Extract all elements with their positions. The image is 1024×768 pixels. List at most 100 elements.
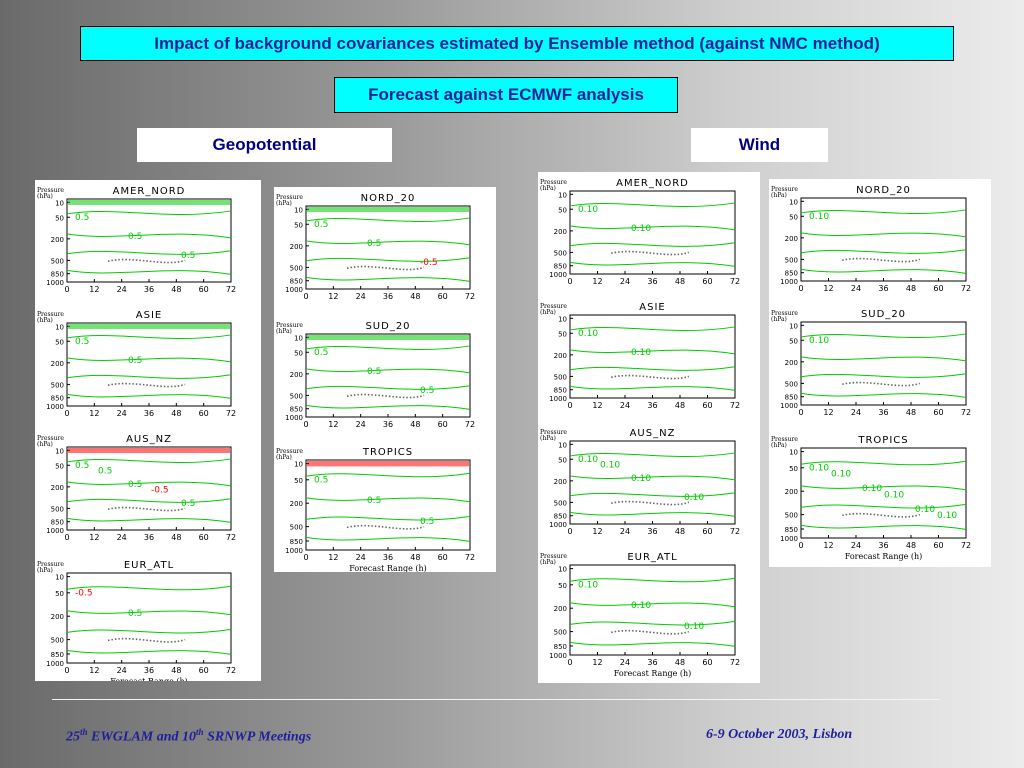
plot-title: ASIE — [639, 302, 665, 313]
negative-contour — [107, 506, 186, 512]
top-contour-band — [68, 324, 230, 329]
contour-line — [305, 276, 471, 282]
x-tick-label: 36 — [878, 408, 888, 417]
x-tick-label: 36 — [647, 401, 657, 410]
contour-line — [569, 366, 736, 371]
plot-title: TROPICS — [857, 435, 908, 446]
x-tick-label: 24 — [356, 420, 366, 429]
x-tick-label: 72 — [961, 541, 971, 550]
y-tick-label: 50 — [789, 337, 798, 345]
y-tick-label: 1000 — [46, 660, 64, 668]
x-tick-label: 48 — [410, 420, 420, 429]
y-axis-label: Pressure — [37, 561, 64, 568]
contour-line — [569, 602, 736, 608]
y-tick-label: 850 — [554, 263, 567, 271]
x-tick-label: 0 — [64, 409, 69, 418]
x-tick-label: 36 — [383, 553, 393, 562]
negative-contour — [107, 637, 186, 643]
x-tick-label: 60 — [199, 533, 209, 542]
y-tick-label: 50 — [55, 214, 64, 222]
y-tick-label: 500 — [554, 499, 567, 507]
x-tick-label: 48 — [171, 666, 181, 675]
contour-line — [800, 333, 967, 338]
y-axis-unit: (hPa) — [276, 200, 292, 207]
x-tick-label: 12 — [89, 285, 99, 294]
footer-meeting: 25th EWGLAM and 10th SRNWP Meetings — [66, 727, 312, 745]
contour-line — [305, 404, 471, 410]
contour-label: 0.5 — [75, 337, 89, 347]
x-tick-label: 60 — [438, 553, 448, 562]
contour-line — [569, 349, 736, 355]
x-tick-label: 0 — [303, 292, 308, 301]
x-tick-label: 36 — [878, 541, 888, 550]
contour-label: 0.5 — [367, 239, 381, 249]
contour-label: 0.10 — [915, 505, 935, 515]
x-tick-label: 48 — [675, 401, 685, 410]
top-contour-band — [307, 207, 469, 212]
x-tick-label: 72 — [226, 285, 236, 294]
plot-title: EUR_ATL — [124, 560, 174, 571]
y-tick-label: 500 — [51, 257, 64, 265]
contour-line — [66, 628, 232, 634]
x-tick-label: 24 — [356, 292, 366, 301]
y-tick-label: 200 — [51, 484, 64, 492]
x-tick-label: 36 — [647, 527, 657, 536]
wind-label: Wind — [691, 128, 828, 162]
geopotential-panel-left: AMER_NORD Pressure (hPa) 10 50 200 500 850 1000 0… — [35, 180, 261, 681]
contour-label: 0.5 — [181, 251, 195, 261]
contour-line — [66, 269, 232, 275]
y-tick-label: 200 — [51, 360, 64, 368]
x-tick-label: 12 — [592, 658, 602, 667]
y-tick-label: 500 — [290, 264, 303, 272]
contour-label: 0.10 — [884, 490, 904, 500]
contour-line — [800, 209, 967, 214]
y-axis-unit: (hPa) — [771, 316, 787, 323]
plot-title: NORD_20 — [361, 193, 416, 204]
plot-title: ASIE — [136, 310, 162, 321]
y-tick-label: 10 — [558, 441, 567, 449]
x-tick-label: 72 — [465, 292, 475, 301]
negative-contour — [842, 381, 921, 387]
y-tick-label: 1000 — [549, 395, 567, 403]
contour-line — [66, 210, 232, 215]
contour-label: 0.10 — [809, 212, 829, 222]
y-tick-label: 1000 — [549, 521, 567, 529]
x-tick-label: 72 — [226, 533, 236, 542]
y-tick-label: 1000 — [780, 278, 798, 286]
x-tick-label: 0 — [798, 541, 803, 550]
x-tick-label: 60 — [933, 284, 943, 293]
y-tick-label: 50 — [294, 477, 303, 485]
contour-line — [569, 261, 736, 267]
y-tick-label: 500 — [785, 512, 798, 520]
contour-line — [305, 515, 471, 521]
x-tick-label: 0 — [567, 401, 572, 410]
x-tick-label: 48 — [410, 292, 420, 301]
x-tick-label: 0 — [64, 285, 69, 294]
contour-line — [66, 498, 232, 503]
contour-line — [66, 250, 232, 255]
x-tick-label: 72 — [730, 277, 740, 286]
contour-label: 0.10 — [684, 622, 704, 632]
y-tick-label: 500 — [785, 256, 798, 264]
contour-line — [569, 326, 736, 331]
y-axis-unit: (hPa) — [771, 442, 787, 449]
x-tick-label: 36 — [144, 533, 154, 542]
top-contour-band — [68, 200, 230, 205]
x-tick-label: 48 — [906, 408, 916, 417]
contour-label: 0.5 — [314, 220, 328, 230]
contour-line — [800, 249, 967, 254]
y-tick-label: 200 — [554, 478, 567, 486]
x-tick-label: 12 — [89, 666, 99, 675]
y-tick-label: 850 — [785, 394, 798, 402]
y-tick-label: 200 — [785, 359, 798, 367]
x-tick-label: 72 — [465, 420, 475, 429]
contour-line — [66, 393, 232, 399]
x-axis-label: Forecast Range (h) — [110, 677, 188, 681]
y-tick-label: 10 — [55, 323, 64, 331]
contour-line — [66, 357, 232, 363]
x-tick-label: 72 — [465, 553, 475, 562]
plot-title: AMER_NORD — [113, 186, 186, 197]
